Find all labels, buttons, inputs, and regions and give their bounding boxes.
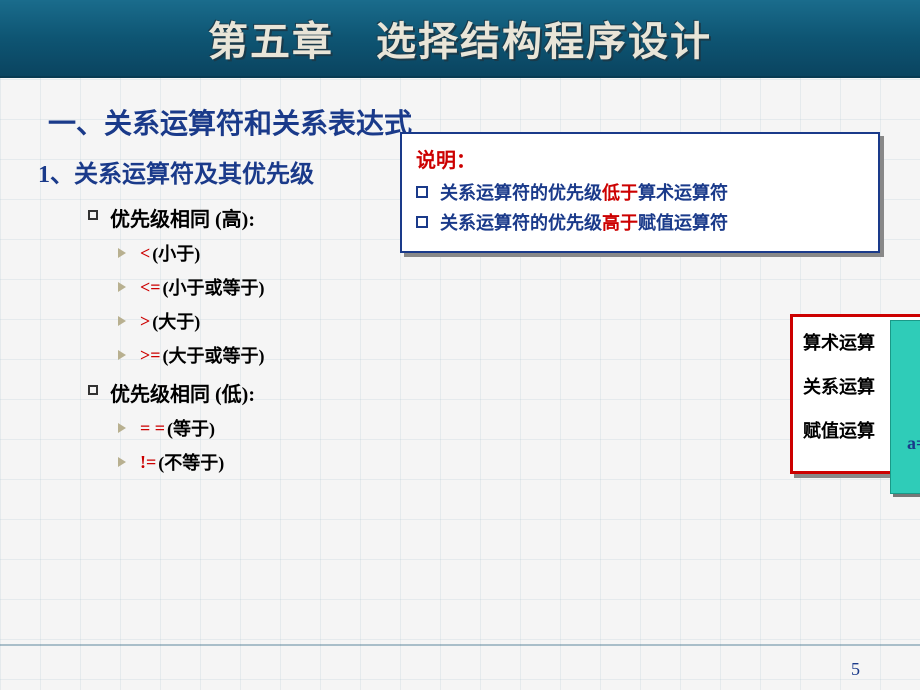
arrow-icon (118, 423, 126, 433)
arrow-icon (118, 316, 126, 326)
slide-title: 第五章 选择结构程序设计 (208, 9, 712, 67)
op-ne: != (不等于) (118, 449, 880, 475)
page-number: 5 (851, 659, 860, 680)
note-text: 关系运算符的优先级 (440, 209, 602, 235)
square-bullet-icon (88, 210, 98, 220)
op-eq: = = (等于) (118, 415, 880, 441)
op-symbol: <= (140, 277, 161, 298)
note-highlight: 低于 (602, 179, 638, 205)
square-bullet-icon (416, 186, 428, 198)
op-symbol: < (140, 243, 150, 264)
ops-low-list: = = (等于) != (不等于) (118, 415, 880, 475)
example-row: a>b==c 等效于 (a>b)==c (907, 367, 920, 393)
op-desc: (大于或等于) (163, 342, 265, 368)
op-ge: >= (大于或等于) (118, 342, 880, 368)
group-low-label: 优先级相同 (低): (110, 378, 255, 407)
arrow-icon (118, 282, 126, 292)
content-area: 一、关系运算符和关系表达式 1、关系运算符及其优先级 优先级相同 (高): < … (0, 78, 920, 475)
op-desc: (等于) (167, 415, 215, 441)
examples-group: 算术运算 关系运算 赋值运算 c>a+b 等效于 c>(a+b) a>b==c … (790, 314, 920, 534)
note-box: 说明： 关系运算符的优先级 低于 算术运算符 关系运算符的优先级 高于 赋值运算… (400, 132, 880, 253)
footer-divider (0, 644, 920, 646)
note-text: 算术运算符 (638, 179, 728, 205)
square-bullet-icon (88, 385, 98, 395)
note-line-2: 关系运算符的优先级 高于 赋值运算符 (416, 209, 864, 235)
arrow-icon (118, 248, 126, 258)
op-symbol: > (140, 311, 150, 332)
note-title: 说明： (416, 144, 864, 173)
op-gt: > (大于) (118, 308, 880, 334)
op-desc: (小于) (152, 240, 200, 266)
title-bar: 第五章 选择结构程序设计 (0, 0, 920, 78)
op-symbol: != (140, 452, 156, 473)
example-row: c>a+b 等效于 c>(a+b) (907, 331, 920, 357)
example-row: a==b<c 等效于 (907, 403, 920, 429)
op-le: <= (小于或等于) (118, 274, 880, 300)
note-highlight: 高于 (602, 209, 638, 235)
example-wrap: a==(b<c) (907, 433, 920, 454)
example-expr: a==b<c (907, 403, 920, 429)
arrow-icon (118, 350, 126, 360)
group-low: 优先级相同 (低): (88, 378, 880, 407)
group-high-label: 优先级相同 (高): (110, 203, 255, 232)
op-desc: (大于) (152, 308, 200, 334)
note-text: 赋值运算符 (638, 209, 728, 235)
op-desc: (小于或等于) (163, 274, 265, 300)
note-line-1: 关系运算符的优先级 低于 算术运算符 (416, 179, 864, 205)
op-symbol: >= (140, 345, 161, 366)
op-desc: (不等于) (158, 449, 224, 475)
ops-high-list: < (小于) <= (小于或等于) > (大于) >= (大于或等于) (118, 240, 880, 368)
arrow-icon (118, 457, 126, 467)
square-bullet-icon (416, 216, 428, 228)
right-column: 说明： 关系运算符的优先级 低于 算术运算符 关系运算符的优先级 高于 赋值运算… (400, 132, 880, 253)
note-text: 关系运算符的优先级 (440, 179, 602, 205)
op-symbol: = = (140, 418, 165, 439)
example-expr: a>b==c (907, 367, 920, 393)
examples-box: c>a+b 等效于 c>(a+b) a>b==c 等效于 (a>b)==c a=… (890, 320, 920, 494)
example-expr: c>a+b (907, 331, 920, 357)
